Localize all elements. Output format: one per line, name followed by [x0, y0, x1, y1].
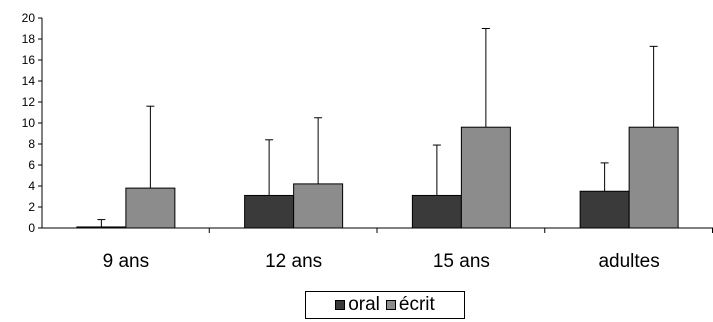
- legend-label-ecrit: écrit: [399, 294, 435, 316]
- y-tick-label: 4: [28, 179, 35, 193]
- bar-écrit-0: [126, 188, 175, 228]
- x-tick-label: 9 ans: [103, 251, 149, 272]
- y-tick-label: 12: [22, 95, 36, 109]
- y-tick-label: 20: [22, 11, 36, 25]
- bar-oral-3: [580, 191, 629, 228]
- y-tick-label: 8: [28, 137, 35, 151]
- bar-écrit-3: [629, 127, 678, 228]
- chart-legend: oral écrit: [305, 291, 465, 319]
- y-tick-label: 16: [22, 53, 36, 67]
- legend-swatch-oral: [335, 300, 345, 310]
- x-tick-label: 15 ans: [433, 251, 490, 272]
- x-tick-label: 12 ans: [265, 251, 322, 272]
- x-tick-label: adultes: [598, 251, 659, 272]
- bar-oral-0: [77, 227, 126, 228]
- y-tick-label: 10: [22, 116, 36, 130]
- bar-oral-2: [412, 195, 461, 228]
- legend-label-oral: oral: [348, 294, 380, 316]
- bar-chart: 0 2 4 6 8 10 12 14 16 18 20 9 ans 12 ans 15 ans adulte…: [0, 0, 713, 290]
- legend-item-ecrit: écrit: [386, 294, 435, 316]
- y-tick-label: 0: [28, 221, 35, 235]
- bar-écrit-1: [294, 184, 343, 228]
- y-tick-label: 18: [22, 32, 36, 46]
- bar-oral-1: [245, 195, 294, 228]
- legend-item-oral: oral: [335, 294, 380, 316]
- y-tick-label: 6: [28, 158, 35, 172]
- y-tick-label: 14: [22, 74, 36, 88]
- y-tick-label: 2: [28, 200, 35, 214]
- bar-écrit-2: [461, 127, 510, 228]
- legend-swatch-ecrit: [386, 300, 396, 310]
